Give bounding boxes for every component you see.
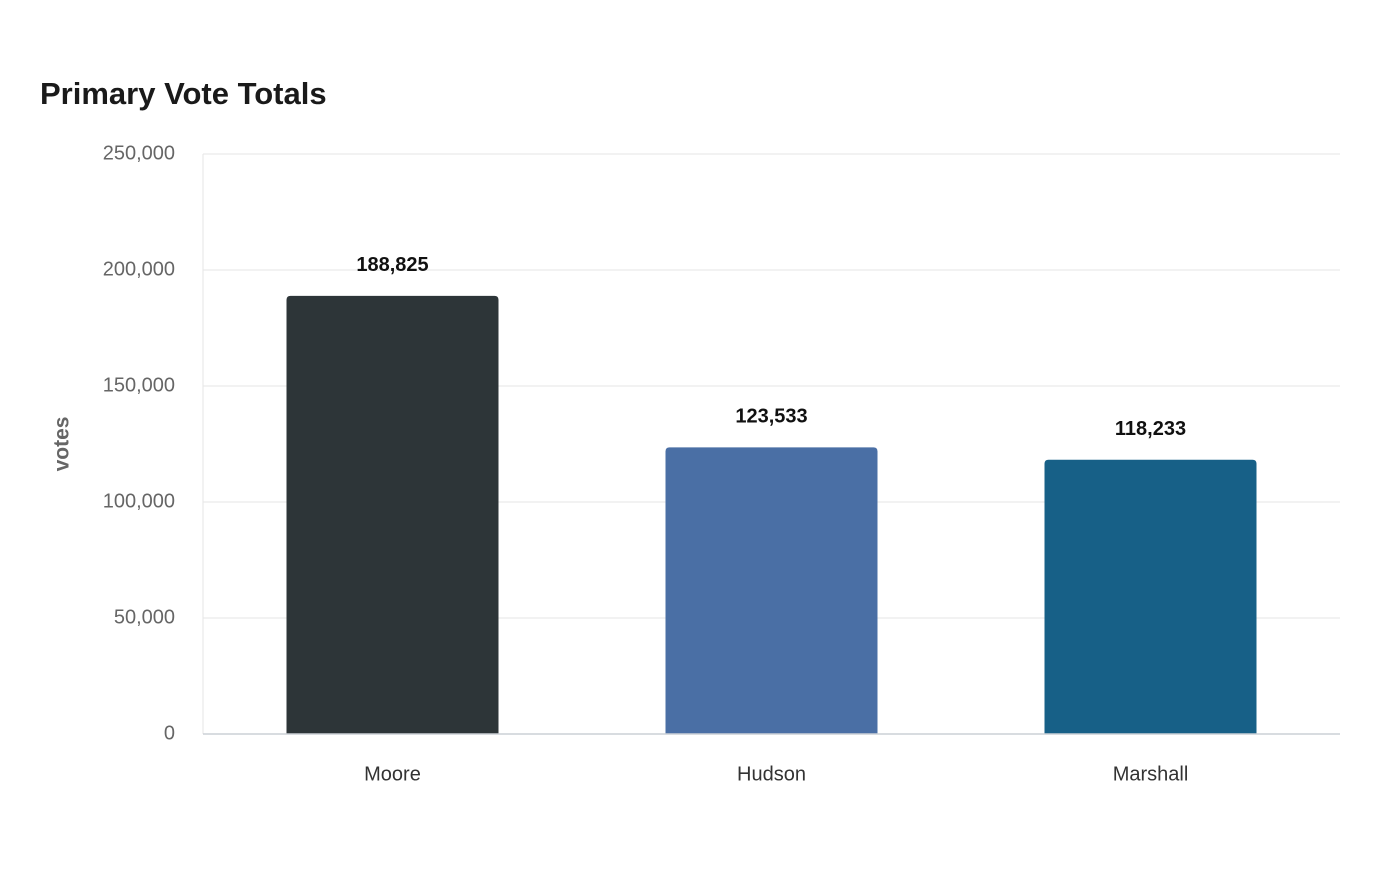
bar	[286, 295, 499, 734]
y-tick-label: 150,000	[103, 374, 175, 396]
y-tick-label: 100,000	[103, 490, 175, 512]
y-tick-label: 250,000	[103, 142, 175, 164]
y-tick-label: 0	[164, 722, 175, 744]
y-axis-label: votes	[51, 417, 74, 472]
value-label: 188,825	[356, 254, 428, 276]
value-label: 123,533	[735, 406, 807, 428]
value-label: 118,233	[1115, 418, 1186, 440]
y-tick-label: 200,000	[103, 258, 175, 280]
x-tick-label: Hudson	[737, 763, 806, 785]
x-tick-label: Moore	[364, 763, 421, 785]
chart-title: Primary Vote Totals	[40, 76, 327, 111]
bar	[1044, 459, 1257, 734]
x-tick-label: Marshall	[1113, 763, 1189, 785]
bar	[665, 447, 878, 734]
y-tick-label: 50,000	[114, 606, 175, 628]
